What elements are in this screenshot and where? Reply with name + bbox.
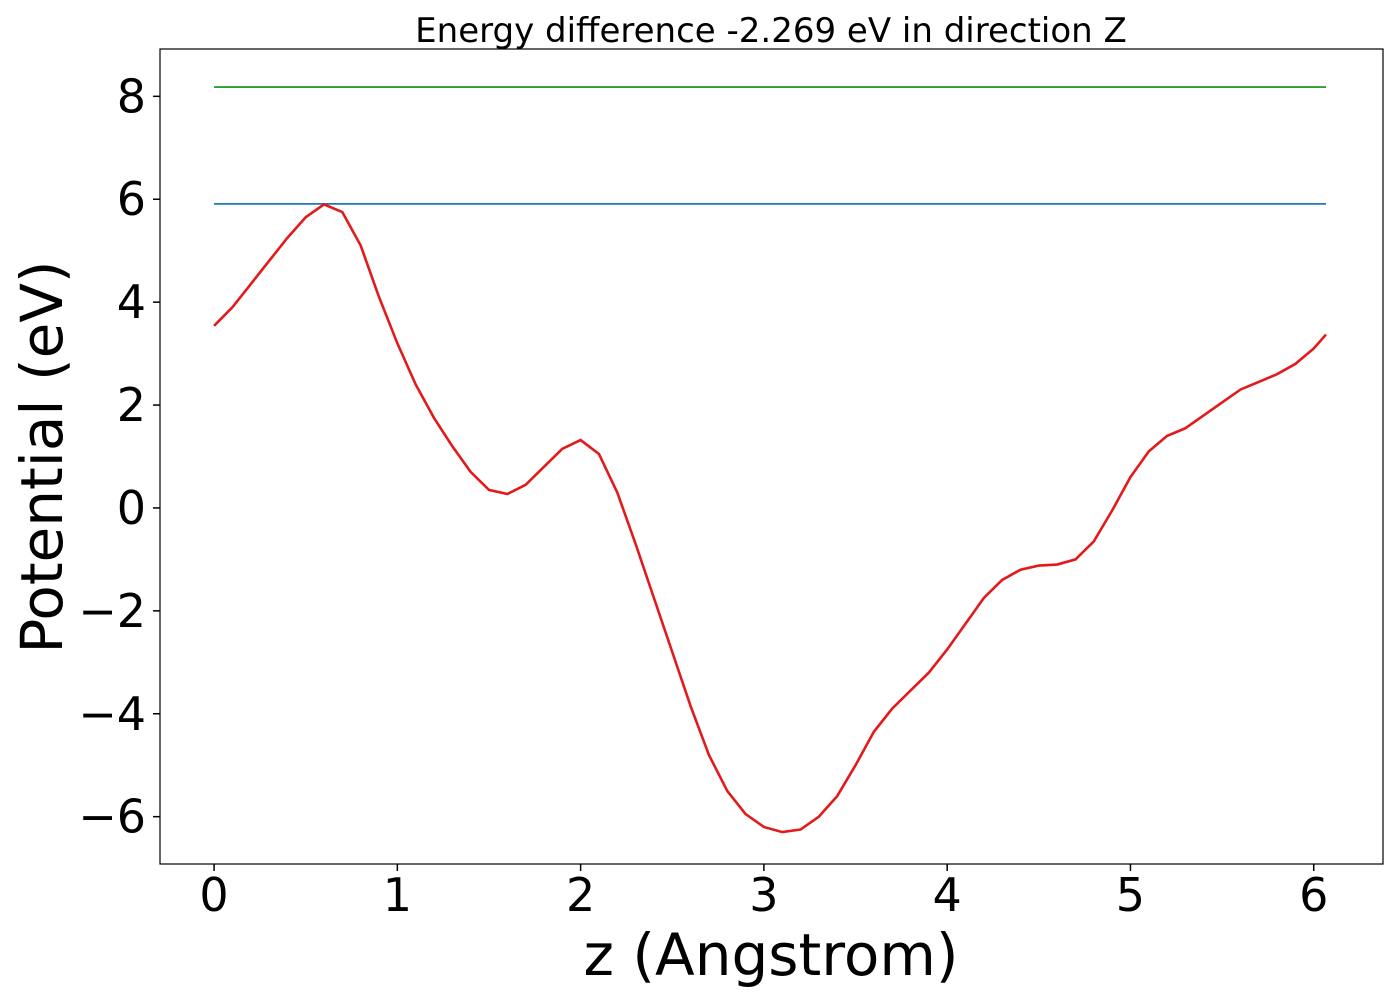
y-tick-label: −2 (78, 584, 146, 638)
y-tick-label: 0 (117, 481, 146, 535)
x-tick-label: 5 (1116, 868, 1145, 922)
plot-frame (159, 48, 1384, 865)
x-tick-label: 2 (566, 868, 595, 922)
x-tick-label: 6 (1299, 868, 1328, 922)
x-tick-label: 3 (749, 868, 778, 922)
y-tick-label: −4 (78, 687, 146, 741)
x-tick-label: 1 (383, 868, 412, 922)
y-tick-label: 2 (117, 378, 146, 432)
x-tick-label: 4 (933, 868, 962, 922)
y-axis-label: Potential (eV) (8, 260, 76, 653)
chart-title: Energy difference -2.269 eV in direction… (415, 11, 1127, 51)
x-axis-label: z (Angstrom) (584, 921, 959, 989)
x-tick-label: 0 (199, 868, 228, 922)
y-tick-label: 6 (117, 172, 146, 226)
y-tick-label: 4 (117, 275, 146, 329)
y-tick-label: −6 (78, 790, 146, 844)
y-tick-label: 8 (117, 69, 146, 123)
data-line (213, 202, 1327, 834)
